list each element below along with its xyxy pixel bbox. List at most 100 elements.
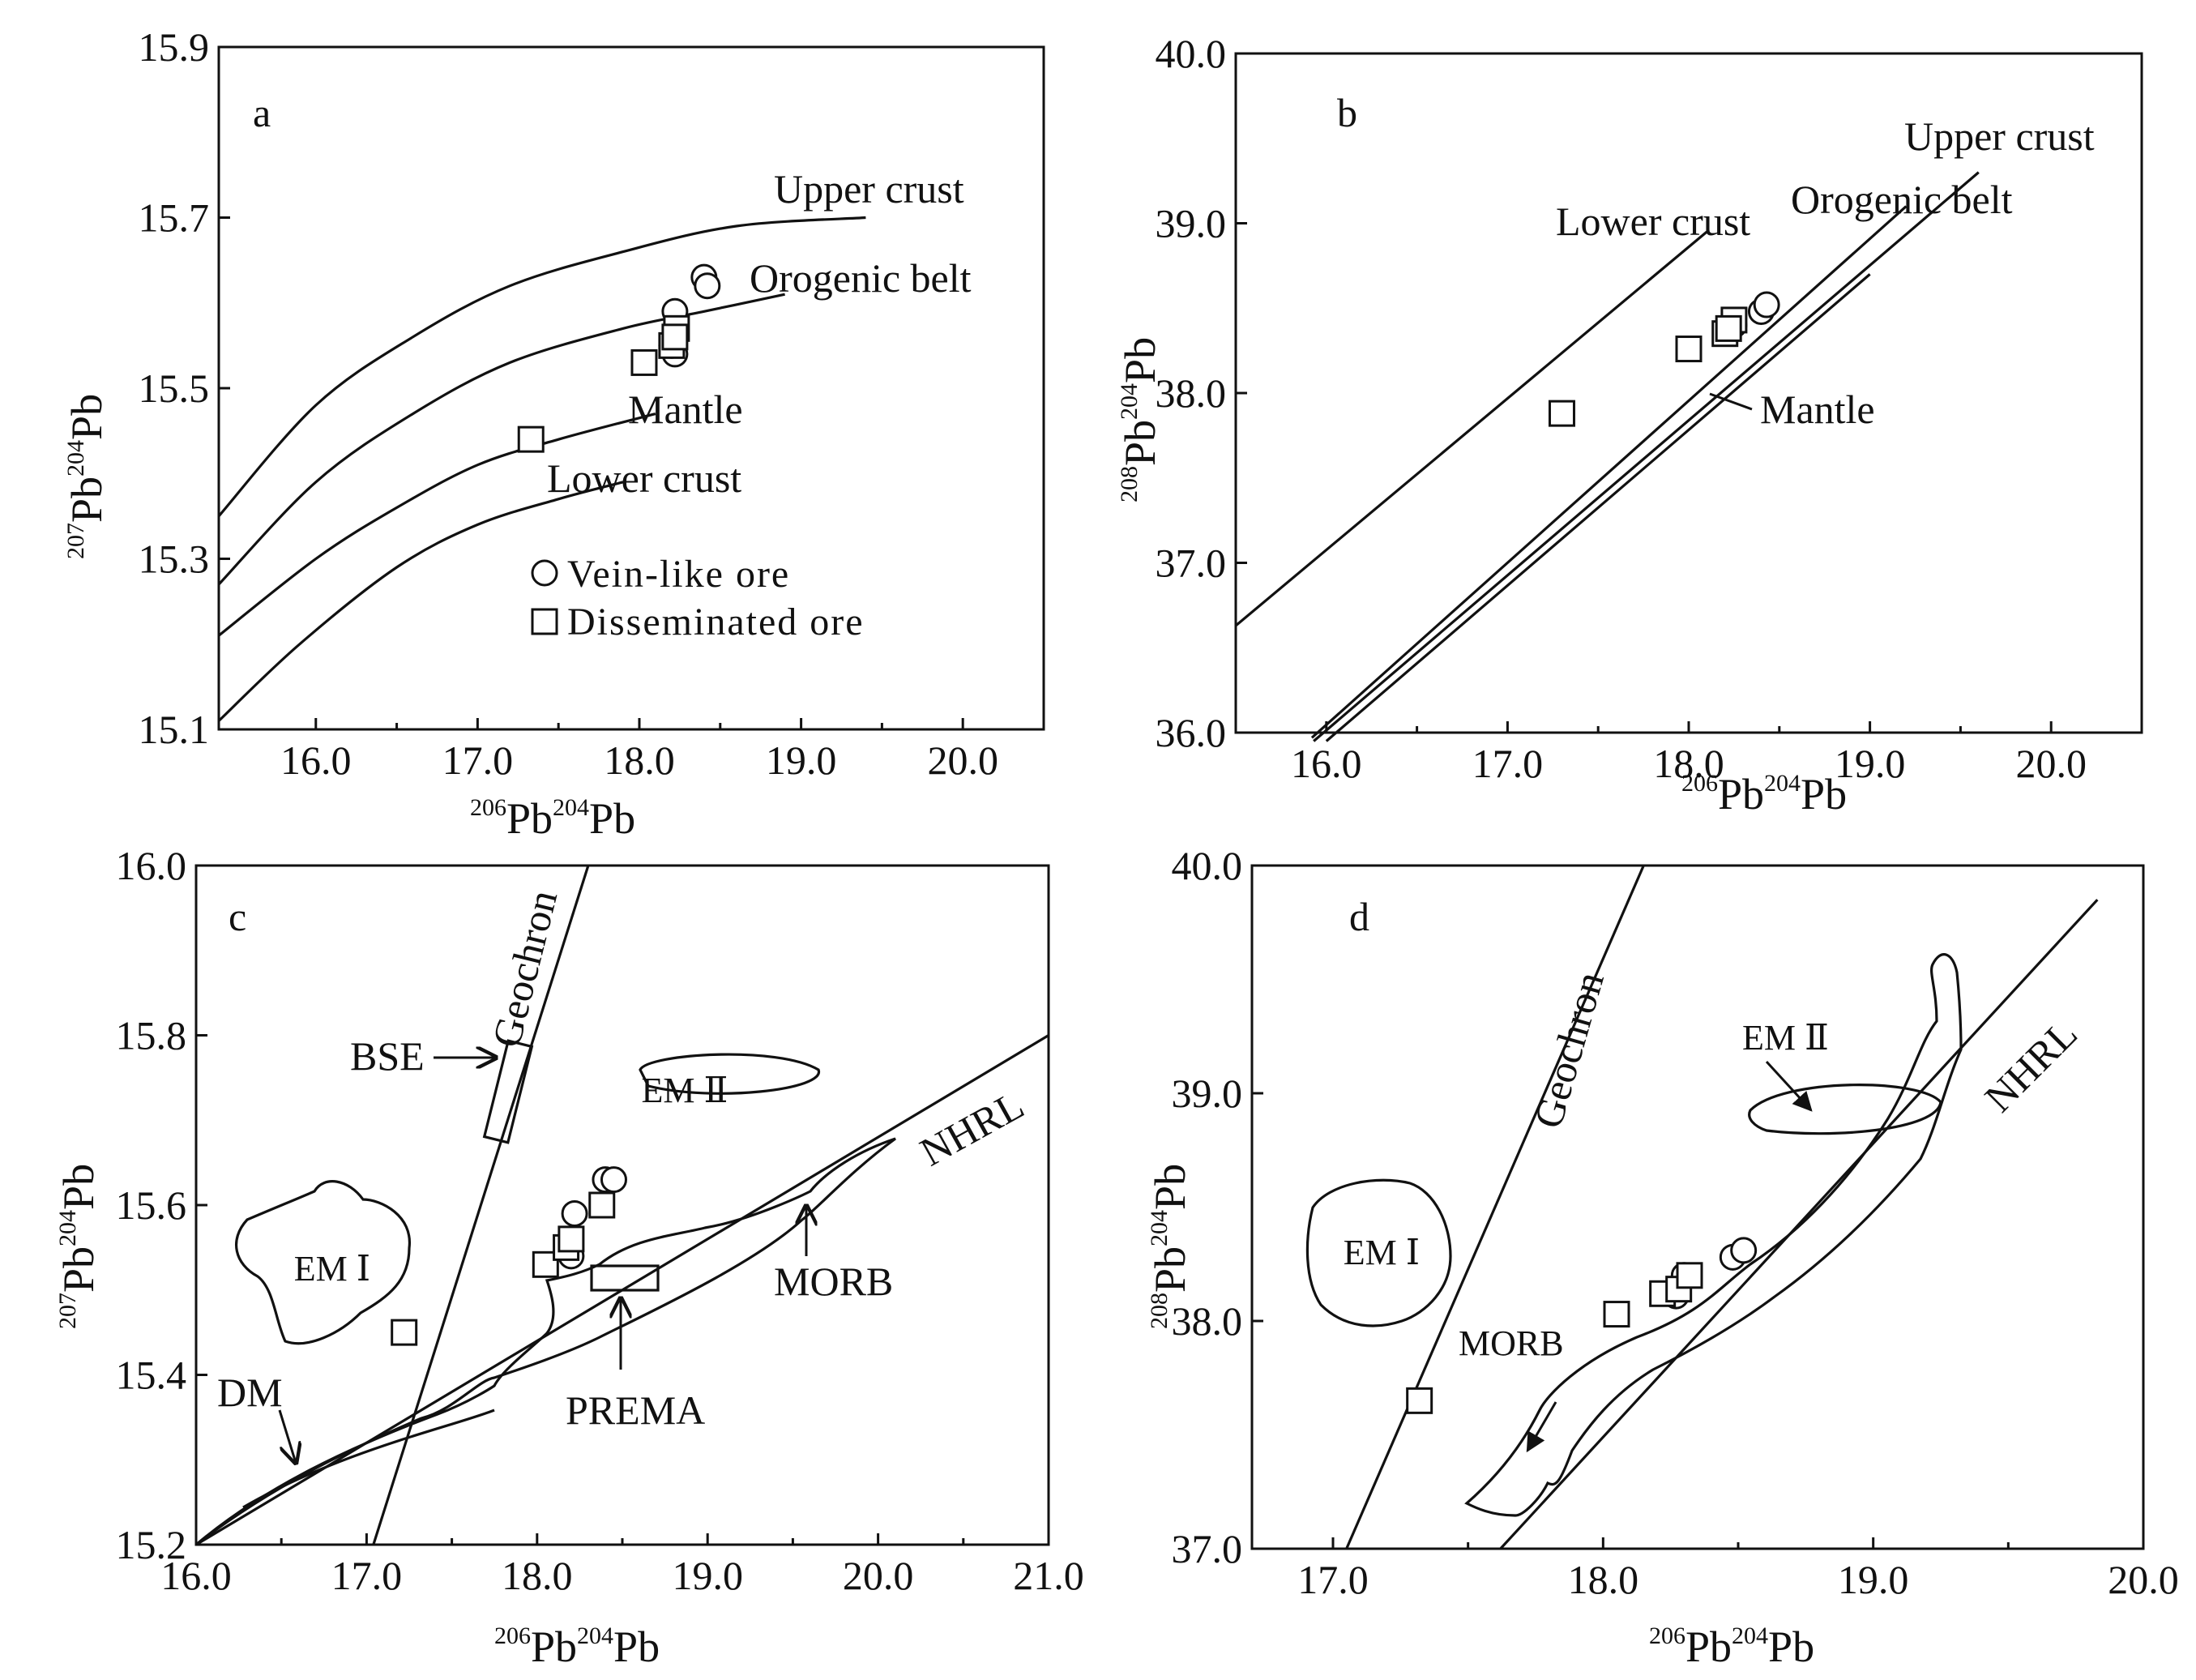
label-c-em1: EM Ⅰ <box>294 1249 370 1289</box>
label-bse: BSE <box>350 1033 425 1079</box>
label-c-geochron: Geochron <box>483 886 566 1052</box>
panel-c-xtick-label: 17.0 <box>331 1553 403 1598</box>
panel-d-label: d <box>1349 894 1369 939</box>
label-c-em2: EM Ⅱ <box>642 1071 728 1110</box>
panel-b-xlabel: 206Pb204Pb <box>1681 770 1847 819</box>
em2-field <box>639 1053 820 1095</box>
panel-a-point-disseminated-ore <box>661 323 689 351</box>
panel-c-label: c <box>229 894 246 939</box>
dm-arrow <box>278 1409 296 1463</box>
panel-a: 16.0 17.0 18.0 19.0 20.0 15.1 15.3 15.5 15.7 15.9… <box>62 24 1045 843</box>
panel-c-xtick-label: 16.0 <box>160 1553 232 1598</box>
panel-b-ytick-label: 39.0 <box>1156 201 1227 246</box>
panel-a-xtick-label: 17.0 <box>442 737 514 783</box>
panel-d-xlabel: 206Pb204Pb <box>1649 1622 1814 1671</box>
mantle-leader-line <box>1709 392 1753 411</box>
panel-a-label: a <box>253 90 271 135</box>
d-morb-arrow <box>1526 1401 1557 1453</box>
panel-b-point-disseminated-ore <box>1715 314 1742 342</box>
label-lower-crust: Lower crust <box>547 455 741 501</box>
d-em2-field <box>1748 1084 1942 1135</box>
panel-d-ylabel: 208Pb204Pb <box>1146 1164 1194 1329</box>
panel-b-curves <box>1234 171 1980 742</box>
panel-d-xtick-label: 19.0 <box>1838 1557 1909 1602</box>
panel-d-point-disseminated-ore <box>1406 1387 1433 1414</box>
panel-c-xtick-label: 18.0 <box>502 1553 573 1598</box>
label-orogenic-belt: Orogenic belt <box>750 255 972 301</box>
label-b-mantle: Mantle <box>1760 387 1875 432</box>
panel-c-ytick-label: 16.0 <box>116 843 187 888</box>
panel-b-xtick-label: 20.0 <box>2015 741 2087 786</box>
panel-d-markers <box>1406 1237 1758 1414</box>
legend-disseminated-ore: Disseminated ore <box>567 601 865 643</box>
label-upper-crust: Upper crust <box>774 166 964 212</box>
panel-b-point-disseminated-ore <box>1548 400 1575 427</box>
legend-circle-marker <box>531 559 558 587</box>
panel-b-ylabel: 208Pb204Pb <box>1116 337 1164 502</box>
panel-a-curve-mantle <box>218 413 656 637</box>
panel-c-point-disseminated-ore <box>558 1225 585 1253</box>
legend-vein-like-ore: Vein-like ore <box>567 553 790 596</box>
panel-c-line-geochron <box>372 865 590 1545</box>
d-morb-field <box>1464 953 1963 1517</box>
panel-a-xlabel: 206Pb204Pb <box>470 794 635 843</box>
panel-d-line-geochron <box>1345 865 1645 1550</box>
panel-d-ytick-label: 39.0 <box>1172 1071 1243 1116</box>
panel-c-point-disseminated-ore <box>588 1191 616 1219</box>
panel-d: 17.0 18.0 19.0 20.037.038.039.040.0 d EM Ⅱ … <box>1146 843 2179 1671</box>
panel-c-ytick-label: 15.2 <box>116 1522 187 1567</box>
label-b-upper-crust: Upper crust <box>1904 113 2095 159</box>
d-em1-field <box>1305 1178 1452 1327</box>
panel-c-xtick-label: 20.0 <box>843 1553 914 1598</box>
panel-c-xlabel: 206Pb204Pb <box>494 1622 660 1671</box>
label-d-morb: MORB <box>1459 1323 1564 1363</box>
panel-c-ytick-label: 15.8 <box>116 1013 187 1058</box>
dm-morb-field <box>194 1137 896 1546</box>
panel-d-point-disseminated-ore <box>1603 1301 1630 1328</box>
panel-b-curve-lower-crust <box>1234 230 1708 627</box>
panel-a-curve-lower-crust <box>217 481 624 722</box>
panel-d-lines <box>1345 865 2099 1550</box>
label-d-em1: EM Ⅰ <box>1344 1233 1420 1272</box>
d-em2-arrow <box>1765 1060 1813 1112</box>
panel-a-ytick-label: 15.3 <box>139 536 210 582</box>
panel-a-curve-upper-crust <box>217 216 866 517</box>
panel-d-xtick-label: 17.0 <box>1297 1557 1369 1602</box>
label-b-orogenic-belt: Orogenic belt <box>1791 177 2013 222</box>
panel-c-axis-ticks: 16.0 17.0 18.0 19.0 20.0 21.0 15.2 15.4 15.6 15.8… <box>116 843 1084 1598</box>
label-d-geochron: Geochron <box>1525 967 1613 1133</box>
panel-b-curve-mantle <box>1325 273 1871 742</box>
panel-a-point-disseminated-ore <box>630 348 658 376</box>
panel-d-ytick-label: 40.0 <box>1172 843 1243 888</box>
panel-b-curve-orogenic-belt <box>1310 205 1908 739</box>
panel-c-point-vein-like-ore <box>600 1166 627 1194</box>
morb-inner-curve <box>242 1409 495 1509</box>
label-mantle: Mantle <box>628 387 743 432</box>
label-c-nhrl: NHRL <box>912 1082 1031 1175</box>
panel-a-point-vein-like-ore <box>694 272 721 300</box>
panel-c-xtick-label: 19.0 <box>672 1553 743 1598</box>
panel-b-xtick-label: 17.0 <box>1472 741 1544 786</box>
panel-d-ytick-label: 37.0 <box>1172 1526 1243 1571</box>
legend: Vein-like ore Disseminated ore <box>531 553 865 643</box>
legend-square-marker <box>531 608 558 635</box>
panel-c-frame <box>194 864 1050 1546</box>
panel-c-markers <box>391 1166 627 1346</box>
panel-d-xtick-label: 18.0 <box>1568 1557 1639 1602</box>
panel-c-lines <box>195 865 1049 1546</box>
label-c-morb: MORB <box>774 1259 893 1304</box>
panel-c: 16.0 17.0 18.0 19.0 20.0 21.0 15.2 15.4 15.6 15.8… <box>54 843 1084 1671</box>
panel-a-ytick-label: 15.7 <box>139 195 210 241</box>
label-d-nhrl: NHRL <box>1976 1011 2086 1121</box>
panel-d-line-nhrl <box>1499 899 2099 1550</box>
panel-b-ytick-label: 36.0 <box>1156 710 1227 755</box>
panel-b-markers <box>1548 291 1780 427</box>
panel-a-markers <box>517 263 721 453</box>
panel-c-ytick-label: 15.4 <box>116 1353 187 1398</box>
panel-a-axis-ticks: 16.0 17.0 18.0 19.0 20.0 15.1 15.3 15.5 15.7 15.9 <box>139 24 998 783</box>
label-dm: DM <box>217 1370 283 1415</box>
panel-a-xtick-label: 19.0 <box>766 737 837 783</box>
panel-a-xtick-label: 18.0 <box>604 737 675 783</box>
panel-a-ytick-label: 15.5 <box>139 365 210 411</box>
